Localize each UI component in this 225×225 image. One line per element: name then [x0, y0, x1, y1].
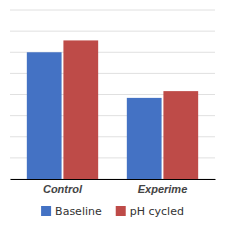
- bars: [27, 40, 198, 179]
- x-axis-line: [11, 179, 216, 180]
- x-axis: Control Experime: [11, 180, 216, 195]
- legend-swatch: [41, 206, 51, 216]
- legend-item: Baseline: [41, 205, 102, 218]
- legend-label: pH cycled: [130, 205, 184, 218]
- chart: Control Experime Baseline pH cycled: [0, 0, 225, 225]
- grid: [10, 10, 215, 179]
- x-tick-label: Experime: [138, 183, 188, 195]
- x-tick: Control: [43, 183, 83, 195]
- plot: Control Experime: [10, 10, 216, 195]
- x-tick: Experime: [138, 183, 188, 195]
- legend-label: Baseline: [55, 205, 102, 218]
- legend-item: pH cycled: [116, 205, 184, 218]
- bar: [63, 40, 98, 179]
- grid-line: [10, 10, 215, 11]
- legend: Baseline pH cycled: [41, 205, 184, 218]
- legend-swatch: [116, 206, 126, 216]
- x-tick-label: Control: [43, 183, 83, 195]
- bar: [163, 91, 198, 179]
- bar: [127, 98, 162, 179]
- bar: [27, 52, 62, 179]
- grid-line: [10, 31, 215, 32]
